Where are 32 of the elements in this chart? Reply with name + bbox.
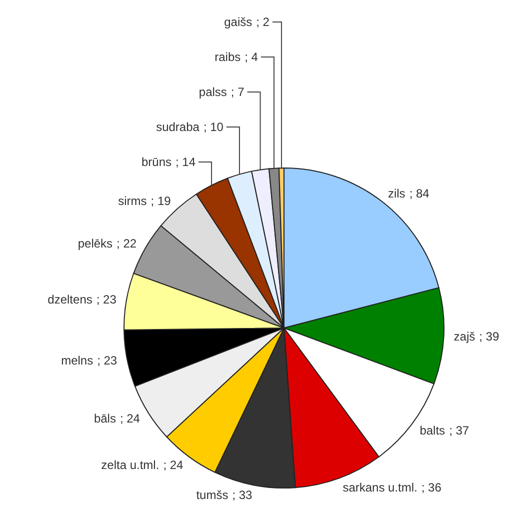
data-label: ; 22 [116,236,137,250]
data-label: ; 84 [409,186,430,200]
slice-label: raibs [214,50,241,64]
slice-label: zelta u.tml. [101,458,160,472]
slice-label: zils [388,186,406,200]
data-label: ; 19 [150,194,172,208]
data-label: ; 36 [421,480,442,495]
data-label: ; 33 [232,488,253,502]
data-label: ; 10 [203,120,224,134]
slice-label: bāls [94,411,116,426]
data-label: ; 24 [120,411,140,426]
slice-label: zajš [454,330,476,344]
data-label: ; 37 [449,423,470,438]
slice-label: balts [420,423,446,438]
data-label: ; 24 [163,458,184,472]
slice-label: sirms [118,194,147,208]
data-label: ; 7 [230,85,245,99]
data-label: ; 23 [97,353,118,368]
slice-label: pelēks [78,236,113,250]
slice-label: dzeltens [48,292,92,306]
data-label: ; 4 [244,50,258,64]
data-label: ; 39 [479,330,500,344]
data-label: ; 14 [176,155,196,169]
slice-label: palss [198,85,227,99]
slice-label: tumšs [196,488,228,502]
data-label: ; 2 [256,15,270,29]
slice-label: gaišs [224,15,252,29]
data-label: ; 23 [96,292,117,306]
slice-label: melns [61,353,94,368]
slice-label: sudraba [156,120,200,134]
slice-label: sarkans u.tml. [342,480,418,495]
slice-label: brūns [141,155,172,169]
